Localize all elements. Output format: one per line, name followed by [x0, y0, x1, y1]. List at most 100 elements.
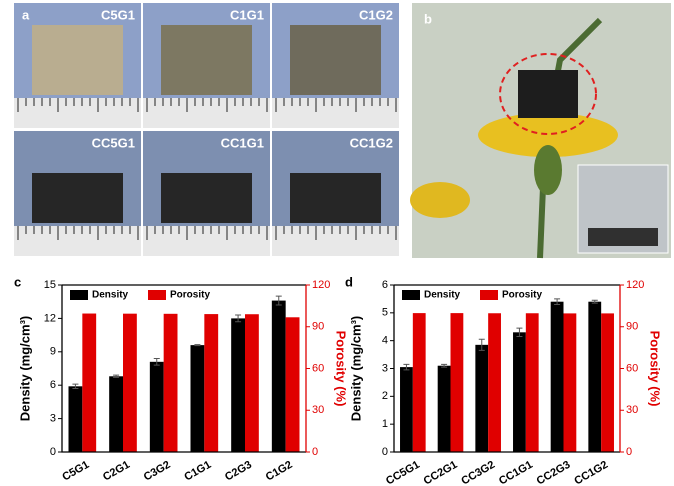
- bar: [271, 300, 286, 452]
- y-tick-label: 3: [382, 362, 388, 374]
- bar: [475, 344, 489, 452]
- sample: [290, 173, 381, 223]
- axis-frame: [61, 284, 306, 453]
- y2-tick-label: 30: [626, 404, 638, 416]
- sample: [161, 173, 252, 223]
- bar: [563, 313, 577, 452]
- bar: [109, 376, 123, 452]
- x-tick-label: CC5G1: [384, 459, 422, 486]
- error-bar: [478, 338, 485, 351]
- y-tick-label: 9: [50, 346, 56, 358]
- x-tick-label: CC2G3: [535, 459, 573, 486]
- error-bar: [275, 295, 282, 306]
- x-tick-label: C3G2: [142, 459, 173, 484]
- bud: [534, 145, 562, 195]
- y2-tick-label: 0: [626, 446, 632, 458]
- y-tick-label: 6: [50, 379, 56, 391]
- sample-label: C1G2: [359, 7, 393, 22]
- legend-swatch: [148, 290, 166, 300]
- sample: [290, 25, 381, 95]
- legend-label: Density: [92, 290, 129, 301]
- bar: [450, 313, 464, 452]
- bar: [601, 313, 614, 452]
- error-bar: [403, 363, 410, 371]
- sample-label: CC1G1: [221, 135, 264, 150]
- y-tick-label: 6: [382, 279, 388, 291]
- legend-swatch: [480, 290, 498, 300]
- y2-axis-label: Porosity (%): [648, 331, 663, 407]
- y-tick-label: 5: [382, 307, 388, 319]
- error-bar: [113, 374, 120, 378]
- error-bar: [72, 383, 79, 390]
- bar: [163, 313, 178, 452]
- flower: [478, 113, 618, 157]
- y-tick-label: 2: [382, 390, 388, 402]
- bar: [525, 313, 539, 452]
- sample: [32, 173, 123, 223]
- y-tick-label: 12: [44, 312, 56, 324]
- bar: [68, 386, 83, 452]
- y2-tick-label: 30: [312, 404, 324, 416]
- y2-tick-label: 60: [312, 362, 324, 374]
- bar: [488, 313, 501, 452]
- error-bar: [591, 299, 598, 304]
- y2-tick-label: 0: [312, 446, 318, 458]
- x-tick-label: CC1G2: [572, 459, 610, 486]
- ruler: [143, 226, 270, 256]
- y-tick-label: 15: [44, 279, 56, 291]
- ruler: [14, 98, 141, 128]
- x-tick-label: CC2G1: [422, 459, 460, 486]
- error-bar: [194, 344, 201, 347]
- y2-tick-label: 90: [312, 321, 324, 333]
- x-tick-label: CC3G2: [459, 459, 497, 486]
- x-tick-label: C2G1: [101, 459, 132, 484]
- error-bar: [235, 314, 242, 323]
- panel-label: c: [14, 274, 21, 289]
- bar: [245, 314, 259, 452]
- sample: [518, 70, 578, 118]
- error-bar: [554, 298, 561, 305]
- panel-label: b: [424, 11, 432, 26]
- bar: [285, 317, 300, 452]
- sample-label: CC1G2: [350, 135, 393, 150]
- y-tick-label: 0: [50, 446, 56, 458]
- axis-frame: [393, 284, 620, 453]
- sample-label: C1G1: [230, 7, 264, 22]
- panel-b-photo: b: [410, 3, 671, 259]
- y-tick-label: 3: [50, 413, 56, 425]
- error-bar: [153, 357, 160, 366]
- panel-label: d: [345, 274, 353, 289]
- ruler: [272, 226, 399, 256]
- y-tick-label: 0: [382, 446, 388, 458]
- error-bar: [441, 363, 448, 368]
- balance-display: [588, 228, 658, 246]
- error-bar: [516, 327, 523, 337]
- ruler: [143, 98, 270, 128]
- bar: [190, 345, 205, 452]
- x-tick-label: C1G1: [182, 459, 213, 484]
- flower: [410, 182, 470, 218]
- legend-swatch: [402, 290, 420, 300]
- sample-label: C5G1: [101, 7, 135, 22]
- x-tick-label: C5G1: [60, 459, 91, 484]
- bar: [437, 365, 451, 452]
- bar: [204, 314, 219, 452]
- bar: [513, 332, 526, 452]
- bar: [231, 318, 245, 452]
- y-axis-label: Density (mg/cm³): [17, 316, 32, 421]
- panel-label: a: [22, 7, 30, 22]
- bar: [412, 313, 426, 452]
- legend-label: Porosity: [170, 290, 210, 301]
- sample: [32, 25, 123, 95]
- legend-swatch: [70, 290, 88, 300]
- bar: [149, 361, 164, 452]
- y-axis-label: Density (mg/cm³): [348, 316, 363, 421]
- x-tick-label: C2G3: [223, 459, 254, 484]
- sample: [161, 25, 252, 95]
- y2-tick-label: 120: [312, 279, 330, 291]
- y-tick-label: 1: [382, 418, 388, 430]
- y2-tick-label: 90: [626, 321, 638, 333]
- y2-axis-label: Porosity (%): [334, 331, 349, 407]
- highlight-circle: [499, 53, 597, 135]
